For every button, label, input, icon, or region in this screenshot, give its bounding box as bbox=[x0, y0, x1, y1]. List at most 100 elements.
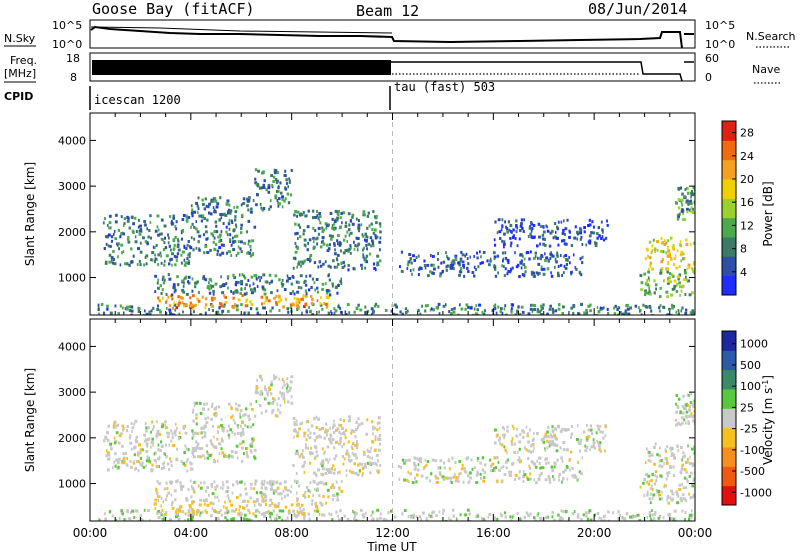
cell-r7 bbox=[447, 476, 450, 480]
cell-r2 bbox=[261, 499, 264, 503]
cell-r0 bbox=[157, 509, 160, 513]
cell-r1 bbox=[264, 296, 268, 299]
cell-r0 bbox=[435, 306, 438, 310]
cell-r4 bbox=[219, 196, 222, 200]
cell-r10 bbox=[640, 281, 644, 285]
cell-r2 bbox=[254, 274, 258, 278]
cell-r0 bbox=[495, 311, 498, 315]
cell-r10 bbox=[684, 486, 688, 490]
cell-r7 bbox=[524, 265, 527, 269]
cell-r4 bbox=[198, 214, 201, 218]
cell-r4 bbox=[230, 450, 234, 453]
cell-r2 bbox=[174, 498, 177, 502]
cell-r6 bbox=[309, 259, 311, 263]
cell-r7 bbox=[445, 268, 448, 272]
cell-r3 bbox=[139, 250, 143, 254]
cell-r4 bbox=[210, 232, 214, 236]
cell-r11 bbox=[681, 192, 684, 196]
cell-r0 bbox=[662, 305, 665, 309]
cell-r7 bbox=[530, 460, 534, 464]
cell-r0 bbox=[523, 515, 526, 519]
cell-r8 bbox=[591, 432, 594, 436]
cell-r5 bbox=[278, 377, 281, 381]
cell-r1 bbox=[307, 512, 311, 516]
cell-r8 bbox=[562, 239, 566, 242]
cell-r8 bbox=[508, 220, 510, 224]
cell-r7 bbox=[510, 470, 513, 474]
cell-r7 bbox=[467, 456, 470, 460]
cell-r10 bbox=[680, 289, 683, 293]
cell-r3 bbox=[170, 439, 173, 443]
cell-r10 bbox=[644, 289, 647, 293]
cell-r7 bbox=[521, 259, 523, 263]
cell-r7 bbox=[496, 254, 500, 258]
cell-r6 bbox=[303, 470, 306, 474]
cell-r6 bbox=[312, 245, 315, 249]
cell-r0 bbox=[157, 304, 159, 308]
cell-r3 bbox=[128, 436, 131, 440]
cell-r2 bbox=[204, 278, 208, 282]
cell-r8 bbox=[530, 221, 533, 224]
cell-r7 bbox=[489, 458, 491, 462]
cell-r3 bbox=[176, 252, 180, 256]
cell-r6 bbox=[327, 468, 331, 472]
cell-r0 bbox=[510, 307, 513, 311]
cell-r6 bbox=[345, 449, 349, 453]
cell-r5 bbox=[279, 391, 282, 395]
cell-r2 bbox=[162, 275, 165, 279]
cell-r8 bbox=[503, 427, 505, 431]
cell-r10 bbox=[693, 477, 695, 481]
cell-r8 bbox=[549, 440, 552, 444]
cell-r6 bbox=[354, 453, 357, 457]
power-colorbar-swatch bbox=[722, 140, 736, 161]
cell-r4 bbox=[240, 250, 243, 254]
cell-r6 bbox=[351, 442, 355, 446]
cell-r7 bbox=[540, 267, 544, 271]
cell-r2 bbox=[311, 499, 314, 503]
cell-r6 bbox=[313, 431, 316, 435]
cell-r6 bbox=[378, 434, 381, 437]
cell-r4 bbox=[191, 222, 194, 226]
cell-r0 bbox=[114, 519, 117, 521]
cell-r10 bbox=[647, 291, 650, 295]
cell-r0 bbox=[596, 306, 599, 309]
cell-r3 bbox=[182, 425, 185, 429]
cell-r8 bbox=[551, 440, 554, 443]
cell-r7 bbox=[466, 257, 469, 260]
cell-r4 bbox=[250, 207, 253, 211]
cell-r0 bbox=[560, 518, 563, 521]
cell-r3 bbox=[170, 257, 173, 261]
cell-r7 bbox=[523, 257, 526, 261]
cell-r0 bbox=[551, 307, 554, 311]
freq-tick-bottom: 8 bbox=[70, 71, 77, 84]
cell-r4 bbox=[239, 415, 242, 419]
cell-r0 bbox=[648, 511, 651, 515]
cell-r9 bbox=[683, 454, 686, 458]
cell-r6 bbox=[379, 236, 382, 240]
cell-r9 bbox=[676, 444, 679, 448]
cell-r2 bbox=[253, 274, 255, 278]
cell-r7 bbox=[476, 251, 479, 255]
cell-r6 bbox=[297, 260, 301, 264]
cell-r8 bbox=[516, 226, 519, 230]
cell-r11 bbox=[686, 207, 689, 211]
cell-r6 bbox=[362, 234, 365, 238]
cell-r8 bbox=[499, 442, 502, 446]
cell-r7 bbox=[575, 267, 578, 271]
cell-r0 bbox=[536, 310, 539, 314]
cell-r6 bbox=[347, 452, 350, 456]
cell-r1 bbox=[206, 503, 210, 507]
cell-r10 bbox=[643, 272, 646, 276]
cell-r7 bbox=[564, 254, 568, 257]
cell-r8 bbox=[545, 224, 547, 228]
cell-r8 bbox=[531, 438, 535, 442]
cell-r4 bbox=[240, 231, 243, 235]
cell-r0 bbox=[483, 312, 486, 315]
x-tick-label: 12:00 bbox=[375, 526, 410, 540]
cell-r4 bbox=[217, 425, 221, 429]
cell-r10 bbox=[648, 480, 651, 483]
cell-r8 bbox=[545, 434, 549, 438]
cell-r7 bbox=[433, 267, 436, 271]
cell-r3 bbox=[122, 428, 124, 432]
cell-r0 bbox=[565, 510, 568, 513]
